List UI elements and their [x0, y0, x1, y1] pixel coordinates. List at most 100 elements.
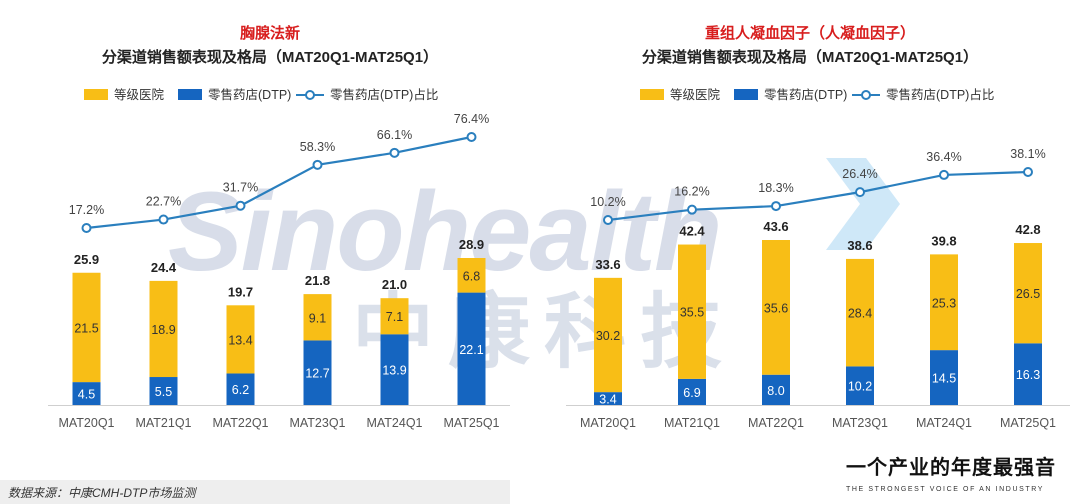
share-marker-MAT23Q1: [855, 187, 865, 198]
x-tick-label: MAT23Q1: [289, 416, 345, 430]
chart-subtitle: 分渠道销售额表现及格局（MAT20Q1-MAT25Q1）: [642, 48, 978, 66]
label-total-value: 28.9: [459, 237, 484, 252]
label-dtp-value: 8.0: [767, 384, 784, 398]
bar-hospital-MAT21Q1: [678, 244, 706, 379]
share-value-label: 26.4%: [842, 167, 877, 181]
x-tick-label: MAT25Q1: [1000, 416, 1056, 430]
share-marker-MAT20Q1: [603, 215, 613, 225]
share-value-label: 36.4%: [926, 150, 961, 164]
legend-label-dtp: 零售药店(DTP): [208, 87, 291, 102]
share-value-label: 31.7%: [223, 181, 258, 195]
label-total-value: 24.4: [151, 260, 177, 275]
legend-swatch-dtp: [178, 89, 202, 100]
bar-hospital-MAT25Q1: [457, 258, 486, 293]
label-hospital-value: 21.5: [74, 321, 98, 335]
label-hospital-value: 18.9: [151, 323, 175, 337]
chart-plot: 3.4 30.2 33.6 MAT20Q1 6.9 35.5 42.4 MAT21Q1 8.0 3…: [566, 147, 1070, 430]
legend-label-share: 零售药店(DTP)占比: [886, 87, 994, 102]
label-hospital-value: 35.5: [680, 306, 704, 320]
bar-dtp-MAT21Q1: [678, 378, 706, 405]
x-tick-label: MAT25Q1: [443, 416, 499, 430]
legend-label-share: 零售药店(DTP)占比: [330, 87, 438, 102]
bar-dtp-MAT23Q1: [303, 340, 332, 405]
share-line: [607, 170, 1029, 222]
share-line: [86, 135, 472, 230]
x-tick-label: MAT23Q1: [832, 416, 888, 430]
share-value-label: 16.2%: [674, 185, 709, 199]
bar-dtp-MAT21Q1: [149, 377, 178, 405]
share-marker-MAT24Q1: [939, 169, 949, 180]
x-tick-label: MAT21Q1: [664, 416, 720, 430]
share-value-label: 66.1%: [377, 128, 412, 142]
label-total-value: 19.7: [228, 284, 253, 299]
label-hospital-value: 26.5: [1016, 287, 1040, 301]
legend: 等级医院 零售药店(DTP) 零售药店(DTP)占比: [640, 87, 994, 102]
label-dtp-value: 10.2: [848, 380, 872, 394]
label-total-value: 21.0: [382, 277, 407, 292]
label-hospital-value: 28.4: [848, 307, 872, 321]
label-hospital-value: 35.6: [764, 301, 788, 315]
label-dtp-value: 13.9: [382, 364, 406, 378]
label-dtp-value: 14.5: [932, 372, 956, 386]
label-hospital-value: 6.8: [463, 269, 480, 283]
label-total-value: 39.8: [931, 233, 956, 248]
bar-hospital-MAT23Q1: [846, 258, 874, 367]
bar-hospital-MAT24Q1: [380, 298, 409, 335]
chart-title: 重组人凝血因子（人凝血因子）: [705, 24, 915, 42]
legend-swatch-hospital: [84, 89, 108, 100]
chart-recombinant-coagulation-factor: 重组人凝血因子（人凝血因子） 分渠道销售额表现及格局（MAT20Q1-MAT25…: [566, 24, 1070, 430]
bar-hospital-MAT20Q1: [594, 277, 622, 393]
x-tick-label: MAT22Q1: [212, 416, 268, 430]
bar-dtp-MAT23Q1: [846, 366, 874, 405]
bar-hospital-MAT25Q1: [1014, 243, 1042, 344]
bar-dtp-MAT24Q1: [930, 350, 958, 405]
bar-dtp-MAT22Q1: [226, 373, 255, 405]
chart-thymalfasin: 胸腺法新 分渠道销售额表现及格局（MAT20Q1-MAT25Q1） 等级医院 零…: [48, 24, 510, 430]
legend-swatch-dtp: [734, 89, 758, 100]
label-dtp-value: 6.2: [232, 383, 249, 397]
share-value-label: 17.2%: [69, 203, 104, 217]
share-marker-MAT24Q1: [389, 147, 400, 158]
share-marker-MAT23Q1: [312, 159, 323, 170]
bar-dtp-MAT24Q1: [380, 334, 409, 405]
slogan: 一个产业的年度最强音: [846, 455, 1056, 479]
share-marker-MAT22Q1: [235, 200, 246, 211]
label-total-value: 25.9: [74, 252, 99, 267]
chart-plot: 4.5 21.5 25.9 MAT20Q1 5.5 18.9 24.4 MAT21Q1 6.2 1…: [48, 112, 510, 430]
share-marker-MAT22Q1: [771, 201, 781, 212]
x-tick-label: MAT20Q1: [580, 416, 636, 430]
label-total-value: 42.4: [679, 224, 705, 239]
share-marker-MAT21Q1: [158, 214, 169, 225]
label-dtp-value: 12.7: [305, 367, 329, 381]
x-tick-label: MAT21Q1: [135, 416, 191, 430]
bar-hospital-MAT21Q1: [149, 280, 178, 378]
footer-source-band: [0, 480, 510, 504]
data-source: 数据来源：中康CMH-DTP市场监测: [8, 486, 197, 500]
label-dtp-value: 3.4: [599, 393, 616, 407]
bar-hospital-MAT22Q1: [226, 305, 255, 374]
label-total-value: 33.6: [595, 257, 620, 272]
label-hospital-value: 9.1: [309, 311, 326, 325]
x-tick-label: MAT24Q1: [916, 416, 972, 430]
x-tick-label: MAT22Q1: [748, 416, 804, 430]
share-value-label: 10.2%: [590, 195, 625, 209]
label-total-value: 42.8: [1015, 222, 1040, 237]
label-dtp-value: 4.5: [78, 388, 95, 402]
watermark: Sinohealth 中康科技: [168, 158, 900, 378]
watermark-cn: 中康科技: [352, 287, 736, 378]
label-total-value: 38.6: [847, 238, 872, 253]
legend-marker-share: [861, 90, 871, 100]
label-total-value: 43.6: [763, 219, 788, 234]
label-hospital-value: 25.3: [932, 296, 956, 310]
label-hospital-value: 30.2: [596, 329, 620, 343]
share-marker-MAT21Q1: [687, 204, 697, 215]
bar-dtp-MAT25Q1: [1014, 343, 1042, 405]
watermark-sinohealth: Sinohealth: [168, 169, 720, 294]
label-total-value: 21.8: [305, 273, 330, 288]
label-dtp-value: 6.9: [683, 386, 700, 400]
slogan-en: THE STRONGEST VOICE OF AN INDUSTRY: [846, 486, 1044, 493]
footer: 数据来源：中康CMH-DTP市场监测 一个产业的年度最强音 THE STRONG…: [0, 455, 1056, 504]
label-dtp-value: 5.5: [155, 385, 172, 399]
share-marker-MAT25Q1: [1023, 167, 1033, 177]
